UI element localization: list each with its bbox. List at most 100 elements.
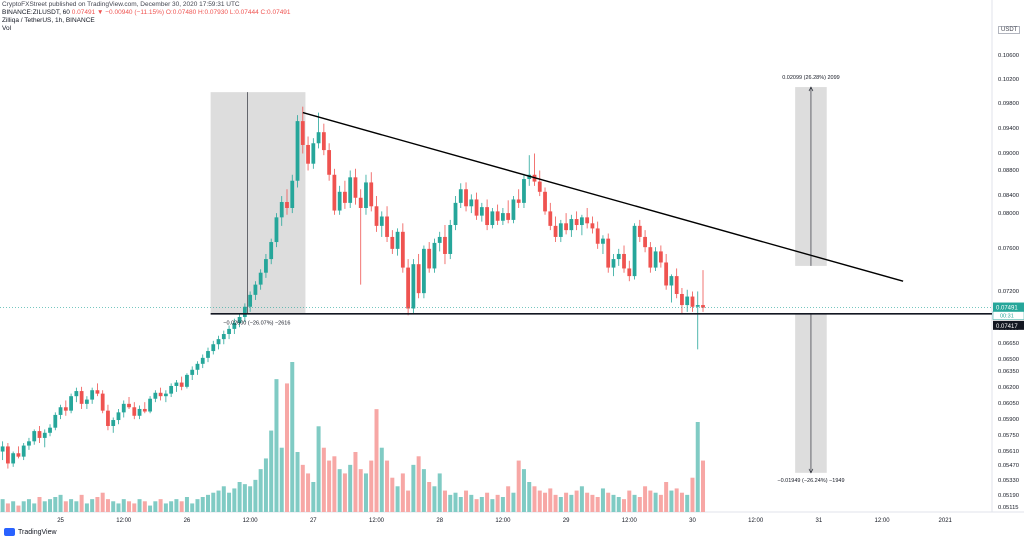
volume-bar	[148, 505, 153, 512]
candle-body	[411, 264, 416, 309]
volume-bar	[306, 473, 311, 512]
candle-body	[479, 207, 484, 216]
price-tick-label: 0.05190	[998, 493, 1019, 499]
candle-body	[658, 251, 663, 263]
time-tick-label: 28	[436, 518, 443, 524]
candle-body	[169, 385, 174, 394]
volume-bar	[637, 497, 642, 512]
candle-body	[585, 217, 590, 224]
candle-body	[643, 236, 647, 248]
volume-bar	[527, 482, 532, 512]
volume-bar	[158, 499, 163, 512]
candle-body	[653, 251, 658, 268]
candle-body	[106, 410, 110, 426]
candle-body	[42, 432, 47, 438]
axis-currency-button[interactable]: USDT	[998, 26, 1021, 34]
volume-bar	[442, 490, 447, 512]
volume-bar	[363, 473, 368, 512]
candle-body	[100, 393, 105, 411]
candle-body	[348, 177, 353, 203]
candle-body	[258, 272, 263, 285]
candle-body	[495, 211, 500, 221]
volume-bar	[337, 469, 342, 512]
candle-body	[306, 144, 310, 164]
range-box-left	[210, 92, 306, 314]
volume-bar	[232, 488, 237, 512]
volume-bar	[84, 503, 89, 512]
candle-body	[242, 306, 247, 317]
support-price-label: 0.07417	[996, 324, 1018, 330]
price-tick-label: 0.06050	[998, 401, 1019, 407]
candle-body	[353, 177, 358, 198]
volume-bar	[11, 501, 16, 512]
volume-bar	[616, 497, 621, 512]
candle-body	[427, 248, 432, 269]
tradingview-logo[interactable]: TradingView	[4, 528, 57, 536]
candle-body	[579, 217, 584, 226]
candle-body	[116, 412, 121, 421]
time-tick-label: 12:00	[116, 518, 132, 524]
candle-body	[148, 398, 152, 412]
volume-bar	[327, 460, 332, 512]
candle-body	[690, 296, 695, 307]
candle-body	[464, 189, 468, 207]
volume-bar	[685, 494, 690, 512]
candle-body	[216, 339, 221, 345]
volume-bar	[211, 492, 216, 512]
candle-body	[569, 219, 574, 231]
candle-body	[174, 382, 179, 386]
volume-bar	[574, 490, 579, 512]
candle-body	[695, 305, 700, 307]
volume-bar	[543, 492, 548, 512]
candle-body	[648, 247, 653, 268]
candle-body	[200, 357, 205, 364]
volume-bar	[427, 482, 432, 512]
candle-body	[137, 408, 142, 416]
volume-bar	[0, 499, 5, 512]
candle-body	[485, 207, 489, 226]
price-tick-label: 0.07600	[998, 246, 1019, 252]
volume-bar	[585, 492, 590, 512]
price-tick-label: 0.06650	[998, 341, 1019, 347]
candle-body	[0, 446, 5, 452]
volume-bar	[137, 499, 142, 512]
candle-body	[11, 453, 16, 464]
volume-bar	[500, 497, 505, 512]
volume-bar	[16, 505, 21, 512]
volume-bar	[485, 492, 490, 512]
candle-body	[316, 132, 321, 144]
volume-bar	[569, 494, 574, 512]
candle-body	[237, 316, 242, 323]
volume-bar	[695, 422, 700, 512]
candle-body	[595, 228, 600, 244]
volume-bar	[495, 494, 500, 512]
chart-title[interactable]: Zilliqa / TetherUS, 1h, BINANCE	[2, 17, 95, 24]
candle-body	[185, 374, 189, 387]
candle-body	[474, 199, 479, 216]
candle-body	[343, 191, 347, 203]
candle-body	[227, 328, 231, 335]
volume-bar	[658, 494, 663, 512]
candle-body	[443, 236, 447, 254]
volume-bar	[664, 482, 669, 512]
volume-bar	[63, 501, 68, 512]
volume-bar	[295, 452, 300, 512]
volume-bar	[448, 494, 453, 512]
volume-bar	[79, 494, 84, 512]
candle-body	[48, 427, 52, 433]
volume-bar	[142, 501, 147, 512]
volume-bar	[179, 501, 184, 512]
volume-bar	[258, 469, 263, 512]
price-tick-label: 0.05610	[998, 449, 1019, 455]
candle-body	[606, 238, 611, 268]
candle-body	[664, 262, 669, 286]
volume-bar	[564, 492, 569, 512]
candle-body	[58, 407, 63, 415]
price-tick-label: 0.08800	[998, 168, 1019, 174]
candle-body	[548, 211, 553, 226]
price-tick-label: 0.06200	[998, 385, 1019, 391]
candle-body	[274, 217, 279, 243]
volume-bar	[437, 473, 442, 512]
volume-legend[interactable]: Vol	[2, 25, 12, 32]
